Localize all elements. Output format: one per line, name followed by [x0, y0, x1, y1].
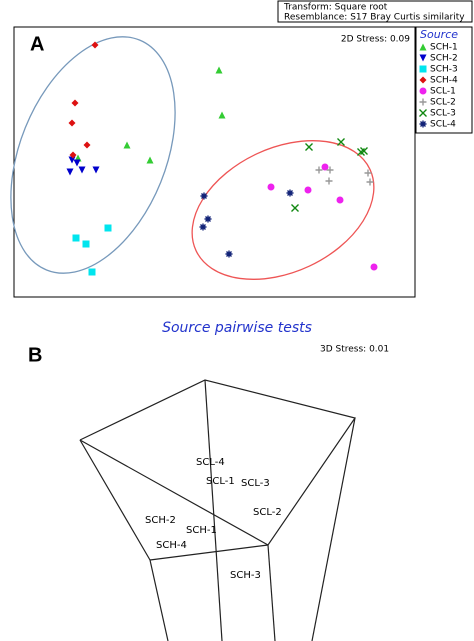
legend-marker: [419, 76, 427, 84]
point: [204, 215, 212, 223]
panel-label: B: [28, 344, 42, 366]
group-ellipse: [191, 140, 375, 280]
plot-frame: [13, 26, 416, 298]
legend-marker: [419, 65, 427, 73]
point: [218, 111, 226, 119]
point: [104, 224, 112, 232]
panel-label: A: [30, 33, 44, 55]
point: [267, 183, 275, 191]
point-label-3d: SCL-1: [206, 476, 235, 487]
legend-marker: [419, 120, 427, 128]
stress-2d: 2D Stress: 0.09: [341, 35, 410, 45]
legend-label: SCH-3: [430, 65, 458, 75]
point: [146, 156, 154, 164]
legend-label: SCL-1: [430, 87, 456, 97]
point: [305, 143, 313, 151]
group-ellipse: [10, 36, 176, 274]
legend-label: SCH-2: [430, 54, 458, 64]
caption: Source pairwise tests: [162, 320, 312, 336]
point: [66, 168, 74, 176]
point: [82, 240, 90, 248]
legend-label: SCL-4: [430, 120, 456, 130]
point: [123, 141, 131, 149]
point: [200, 192, 208, 200]
legend-label: SCH-4: [430, 76, 458, 86]
point-label-3d: SCL-2: [253, 507, 282, 518]
point-label-3d: SCL-4: [196, 457, 225, 468]
point: [325, 177, 333, 185]
legend-marker: [419, 98, 427, 106]
point: [326, 166, 334, 174]
point-label-3d: SCH-3: [230, 570, 261, 581]
point: [360, 147, 368, 155]
legend-marker: [419, 54, 427, 62]
point-label-3d: SCH-2: [145, 515, 176, 526]
legend-label: SCL-2: [430, 98, 456, 108]
point: [291, 204, 299, 212]
point-label-3d: SCL-3: [241, 478, 270, 489]
point: [71, 99, 79, 107]
resemblance-text: Resemblance: S17 Bray Curtis similarity: [284, 13, 465, 23]
point-label-3d: SCH-4: [156, 540, 187, 551]
point: [370, 263, 378, 271]
legend-marker: [419, 109, 427, 117]
point: [88, 268, 96, 276]
point: [72, 234, 80, 242]
point: [199, 223, 207, 231]
point: [321, 163, 329, 171]
cube: [79, 379, 356, 641]
point: [91, 41, 99, 49]
point: [286, 189, 294, 197]
legend-label: SCL-3: [430, 109, 456, 119]
point: [68, 156, 76, 164]
point: [304, 186, 312, 194]
stress-3d: 3D Stress: 0.01: [320, 345, 389, 355]
point: [73, 159, 81, 167]
point: [364, 169, 372, 177]
point: [83, 141, 91, 149]
point: [92, 166, 100, 174]
legend-title: Source: [420, 28, 458, 41]
point-label-3d: SCH-1: [186, 525, 217, 536]
legend-marker: [419, 43, 427, 51]
point: [336, 196, 344, 204]
point: [78, 166, 86, 174]
legend-marker: [419, 87, 427, 95]
point: [366, 178, 374, 186]
point: [69, 151, 77, 159]
info-box: [277, 0, 473, 23]
point: [337, 138, 345, 146]
legend-label: SCH-1: [430, 43, 458, 53]
point: [215, 66, 223, 74]
transform-text: Transform: Square root: [283, 3, 388, 13]
point: [315, 166, 323, 174]
point: [225, 250, 233, 258]
point: [68, 119, 76, 127]
